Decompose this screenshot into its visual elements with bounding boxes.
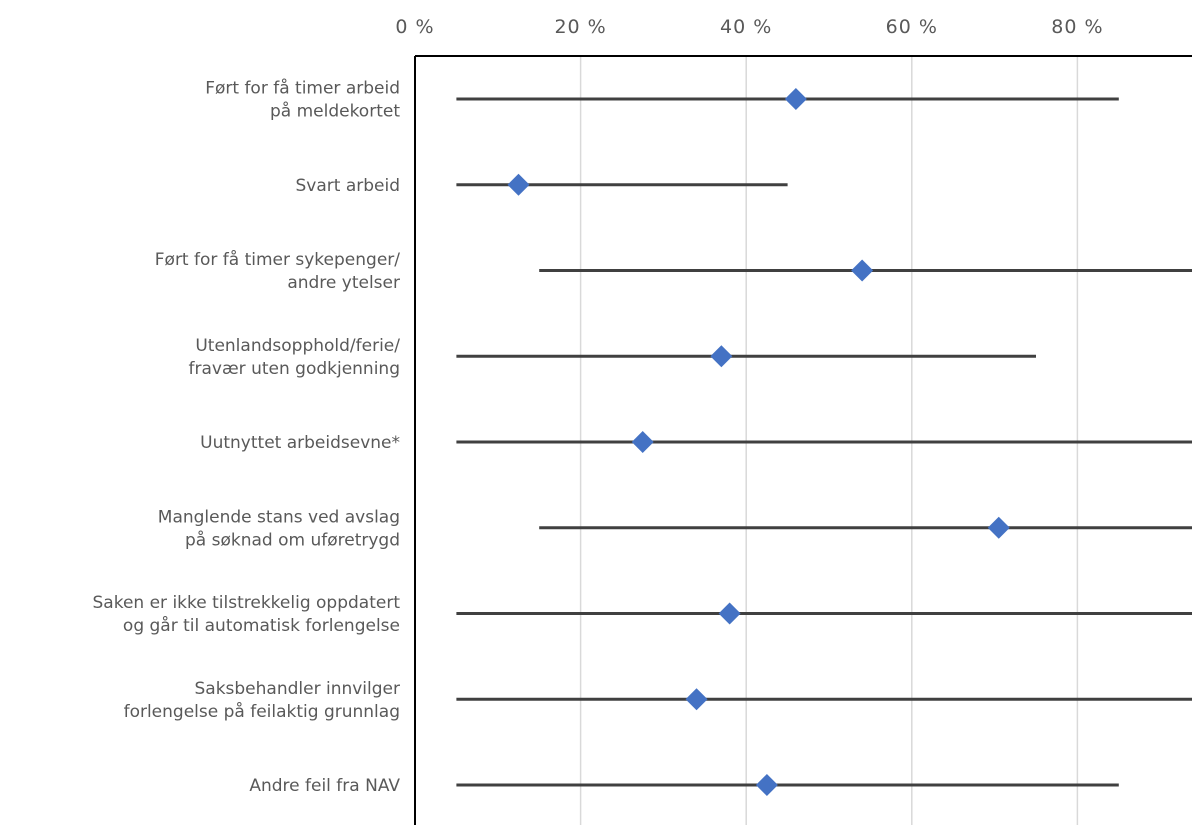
category-label: Utenlandsopphold/ferie/ (195, 336, 400, 356)
x-axis-ticks: 0 % 20 % 40 % 60 % 80 % (395, 16, 1103, 38)
category-label: Ført for få timer arbeid (205, 78, 400, 99)
diamond-marker (851, 259, 874, 282)
category-label: Svart arbeid (296, 176, 401, 196)
x-tick-label: 0 % (395, 16, 434, 38)
point-markers (507, 88, 1010, 796)
diamond-marker (987, 516, 1010, 539)
category-label: Uutnyttet arbeidsevne* (200, 433, 400, 453)
category-label: Andre feil fra NAV (249, 776, 400, 796)
diamond-marker (631, 431, 654, 453)
category-label: forlengelse på feilaktig grunnlag (124, 701, 400, 722)
category-label: på meldekortet (270, 101, 400, 122)
category-label: og går til automatisk forlengelse (123, 615, 400, 636)
x-tick-label: 20 % (554, 16, 606, 38)
category-label: andre ytelser (287, 273, 400, 293)
category-label: på søknad om uføretrygd (185, 529, 400, 550)
x-tick-label: 60 % (886, 16, 938, 38)
category-label: Saksbehandler innvilger (194, 679, 400, 699)
x-tick-label: 80 % (1051, 16, 1103, 38)
diamond-marker (685, 688, 708, 711)
category-label: Ført for få timer sykepenger/ (155, 249, 401, 270)
diamond-marker (784, 88, 807, 110)
category-label: Manglende stans ved avslag (158, 507, 400, 527)
diamond-marker (507, 173, 530, 196)
diamond-marker (710, 345, 733, 368)
category-label: Saken er ikke tilstrekkelig oppdatert (93, 593, 401, 613)
diamond-marker (718, 602, 741, 625)
category-label: fravær uten godkjenning (189, 359, 400, 379)
diamond-marker (755, 774, 778, 796)
range-lines (456, 97, 1192, 787)
x-tick-label: 40 % (720, 16, 772, 38)
